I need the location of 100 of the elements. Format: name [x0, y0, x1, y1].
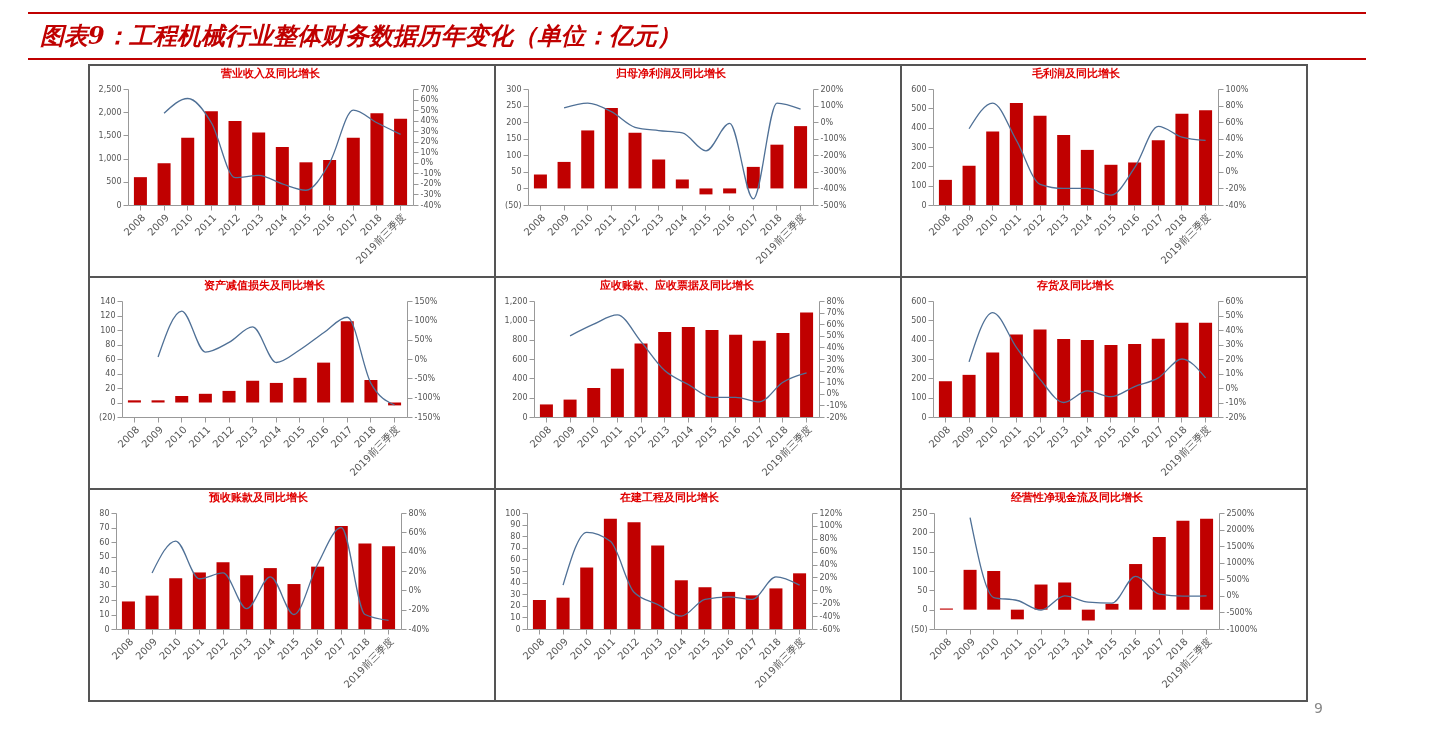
y2-tick-label: -20% — [1225, 412, 1247, 422]
y2-tick-label: 0% — [414, 354, 428, 364]
y2-tick-label: -40% — [420, 200, 442, 210]
y-tick-label: 80 — [105, 340, 116, 349]
y2-tick-label: 60% — [1225, 296, 1244, 306]
y-tick-label: 250 — [912, 508, 928, 518]
y-tick-label: 60 — [510, 554, 521, 564]
y2-tick-label: 40% — [408, 547, 427, 557]
y2-tick-label: 1000% — [1226, 558, 1255, 568]
y-tick-label: 30 — [99, 581, 110, 590]
y-tick-label: 40 — [99, 566, 110, 576]
y-tick-label: (50) — [911, 624, 928, 634]
y-tick-label: 2,000 — [98, 107, 122, 117]
y-tick-label: 600 — [512, 354, 528, 364]
y-tick-label: 40 — [510, 578, 521, 588]
y2-tick-label: -500% — [1226, 607, 1253, 617]
y2-tick-label: 10% — [1225, 369, 1244, 378]
y-tick-label: 0 — [515, 624, 521, 634]
chart-title: 营业收入及同比增长 — [220, 67, 321, 80]
y2-tick-label: -400% — [820, 183, 847, 193]
text: 9 — [1314, 700, 1323, 716]
y-tick-label: 400 — [512, 373, 528, 383]
y-tick-label: 150 — [506, 134, 522, 144]
y-tick-label: 20 — [105, 383, 116, 393]
y-tick-label: 10 — [510, 612, 521, 622]
y2-tick-label: -10% — [420, 168, 442, 178]
y2-tick-label: 10% — [420, 147, 439, 157]
y2-tick-label: 20% — [826, 366, 845, 376]
y2-tick-label: -40% — [819, 611, 841, 621]
chart-title: 存货及同比增长 — [1036, 279, 1115, 292]
y2-tick-label: 60% — [1225, 117, 1244, 127]
y2-tick-label: -10% — [1225, 398, 1247, 407]
y-tick-label: 100 — [506, 150, 522, 160]
y-tick-label: 0 — [104, 624, 110, 634]
y-tick-label: 2,500 — [98, 84, 122, 94]
y2-tick-label: -200% — [820, 150, 847, 160]
y2-tick-label: 0% — [1225, 167, 1239, 177]
y2-tick-label: 50% — [1225, 311, 1244, 320]
y2-tick-label: 30% — [1225, 340, 1244, 349]
y-tick-label: 100 — [911, 393, 927, 403]
chart-title: 预收账款及同比增长 — [208, 491, 309, 504]
y-tick-label: 0 — [116, 200, 122, 210]
y2-tick-label: 100% — [1225, 84, 1249, 94]
y-tick-label: 1,000 — [504, 315, 528, 325]
y-tick-label: 100 — [505, 508, 521, 518]
y-tick-label: 50 — [917, 585, 928, 595]
y2-tick-label: 20% — [1225, 150, 1244, 160]
y-tick-label: 100 — [912, 566, 928, 576]
y2-tick-label: -1000% — [1226, 624, 1258, 634]
y2-tick-label: 60% — [420, 95, 439, 105]
y2-tick-label: 40% — [1225, 134, 1244, 144]
y2-tick-label: 40% — [1225, 325, 1244, 335]
chart-title: 毛利润及同比增长 — [1030, 67, 1121, 80]
y-tick-label: 200 — [911, 373, 927, 383]
chart-title: 经营性净现金流及同比增长 — [1009, 491, 1144, 504]
y-tick-label: 300 — [911, 354, 927, 364]
y2-tick-label: 0% — [820, 117, 834, 127]
y2-tick-label: -20% — [1225, 183, 1247, 193]
text: 图表9：工程机械行业整体财务数据历年变化（单位：亿元） — [28, 12, 1366, 60]
y2-tick-label: 500% — [1226, 574, 1250, 584]
y2-tick-label: 20% — [819, 572, 838, 582]
y2-tick-label: 60% — [819, 547, 838, 557]
y2-tick-label: -100% — [414, 393, 441, 403]
y2-tick-label: -60% — [819, 624, 841, 634]
y-tick-label: 60 — [105, 354, 116, 364]
y-tick-label: 80 — [99, 508, 110, 518]
chart-title: 在建工程及同比增长 — [619, 491, 720, 504]
y-tick-label: 1,500 — [98, 130, 122, 140]
y2-tick-label: 0% — [408, 585, 422, 595]
y2-tick-label: -150% — [414, 412, 441, 422]
y2-tick-label: 80% — [826, 296, 845, 306]
y2-tick-label: 20% — [420, 137, 439, 147]
y-tick-label: 500 — [106, 177, 122, 187]
y2-tick-label: 0% — [1226, 591, 1240, 601]
chart-title: 应收账款、应收票据及同比增长 — [598, 279, 755, 292]
y2-tick-label: 120% — [819, 508, 843, 518]
chart-title: 归母净利润及同比增长 — [614, 67, 727, 80]
y-tick-label: 20 — [510, 601, 521, 611]
y-tick-label: 1,000 — [98, 154, 122, 164]
y2-tick-label: 100% — [820, 101, 844, 111]
y-tick-label: 600 — [911, 296, 927, 306]
y-tick-label: 500 — [911, 315, 927, 325]
y-tick-label: 0 — [922, 605, 928, 615]
y2-tick-label: -50% — [414, 373, 436, 383]
y2-tick-label: 100% — [414, 315, 438, 325]
y-tick-label: 250 — [506, 101, 522, 111]
y-tick-label: 150 — [912, 547, 928, 557]
y-tick-label: 300 — [911, 142, 927, 152]
y2-tick-label: -300% — [820, 167, 847, 177]
y2-tick-label: 50% — [414, 335, 433, 345]
y2-tick-label: 50% — [420, 105, 439, 115]
y2-tick-label: -30% — [420, 189, 442, 199]
y-tick-label: 100 — [100, 325, 116, 335]
y-tick-label: 20 — [99, 595, 110, 605]
y-tick-label: 200 — [911, 161, 927, 171]
y2-tick-label: 60% — [408, 527, 427, 537]
y-tick-label: 200 — [912, 527, 928, 537]
y-tick-label: 80 — [510, 531, 521, 541]
y2-tick-label: 200% — [820, 84, 844, 94]
y-tick-label: 1,200 — [504, 296, 528, 306]
